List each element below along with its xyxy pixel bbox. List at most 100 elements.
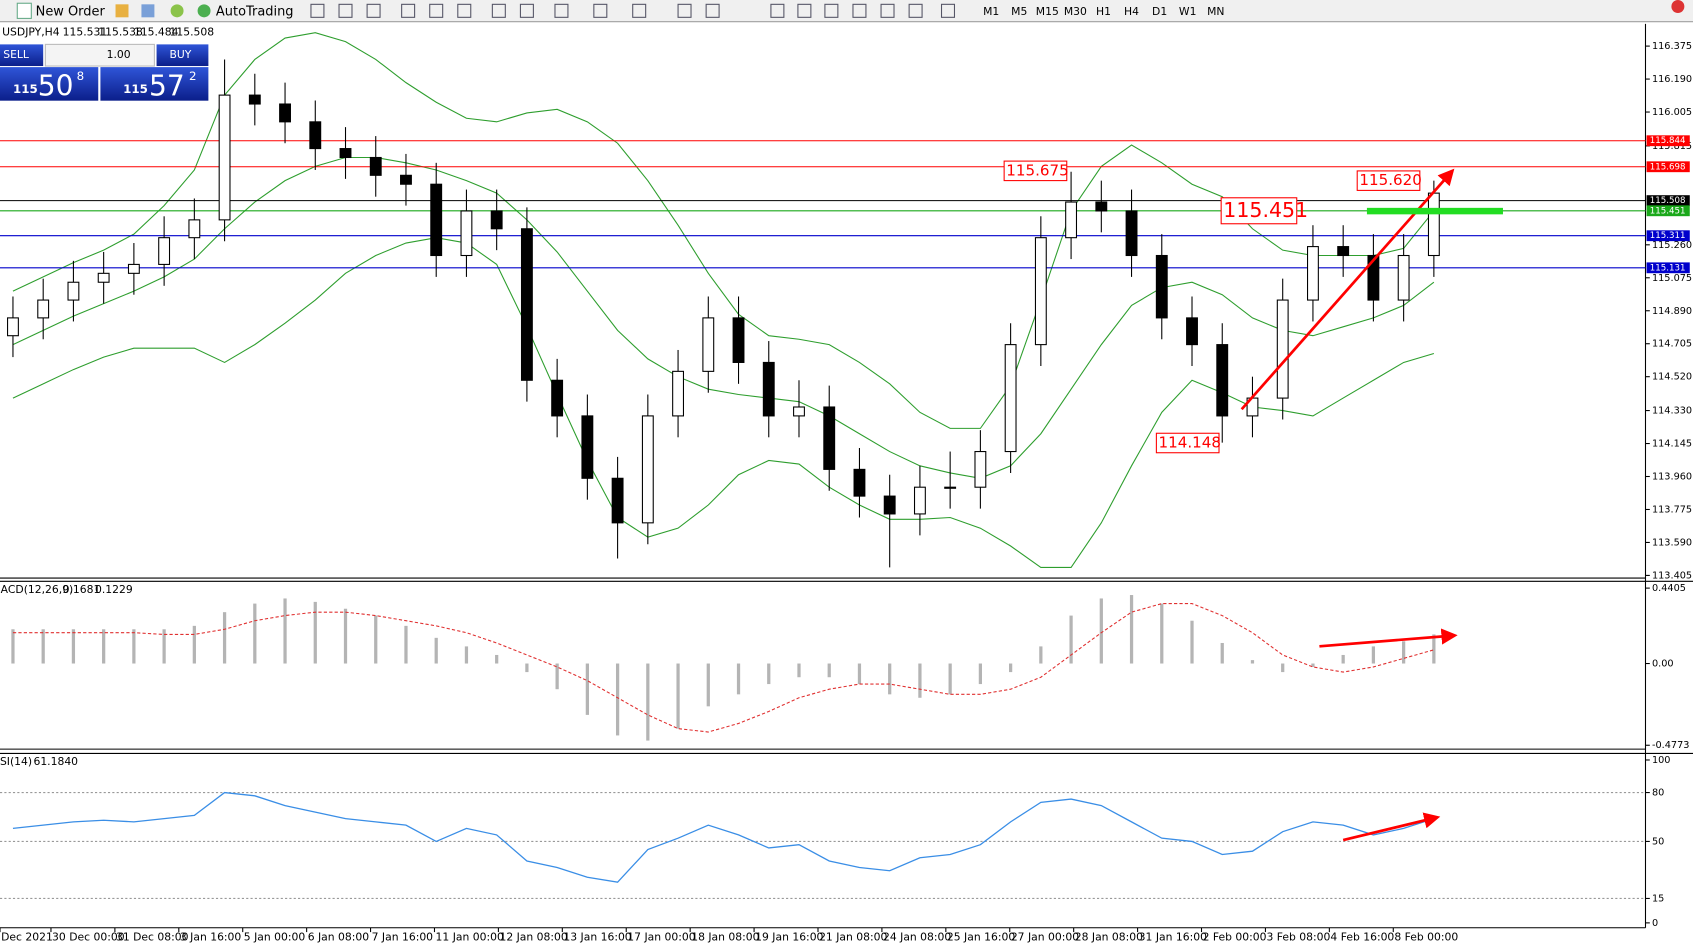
lot-value[interactable]: 1.00: [107, 48, 131, 61]
price-level-label: 115.844: [1650, 136, 1686, 146]
tool-icon[interactable]: [401, 3, 416, 18]
price-level-tag: [1646, 195, 1690, 207]
sell-price-frac: 8: [77, 69, 85, 83]
one-click-trading: SELL 1.00 BUY 115 50 8 115 57 2: [0, 43, 209, 102]
sell-price[interactable]: [0, 67, 99, 101]
tool-icon[interactable]: [338, 3, 353, 18]
annotation-label: 115.620: [1359, 171, 1421, 189]
toolbar: [0, 0, 1693, 22]
y-tick-label: 113.405: [1652, 570, 1692, 581]
macd-bar: [404, 625, 408, 664]
buy-price[interactable]: [100, 67, 209, 101]
toolbar-icon[interactable]: [170, 4, 184, 18]
timeframe-button[interactable]: M15: [1036, 5, 1059, 18]
axes: 116.375 116.190 116.005 115.815 115.260 115.0…: [0, 41, 1692, 944]
x-tick-label: 30 Dec 00:00: [52, 930, 125, 943]
new-order-icon[interactable]: [16, 2, 32, 19]
candle-body: [581, 415, 594, 479]
tool-icon[interactable]: [705, 3, 720, 18]
autotrading-button[interactable]: AutoTrading: [216, 4, 294, 19]
alert-badge: [1671, 0, 1685, 13]
buy-label[interactable]: BUY: [170, 48, 192, 61]
candle-body: [823, 406, 836, 470]
tool-icon[interactable]: [797, 3, 812, 18]
y-tick-label: 115.260: [1652, 240, 1692, 251]
tool-icon[interactable]: [491, 3, 506, 18]
x-tick-label: 3 Jan 16:00: [180, 930, 242, 943]
timeframe-button[interactable]: W1: [1179, 5, 1197, 18]
macd-bar: [464, 646, 469, 664]
tool-icon[interactable]: [770, 3, 785, 18]
autotrading-icon[interactable]: [197, 4, 211, 18]
candle-body: [944, 486, 957, 489]
macd-bar: [555, 663, 559, 690]
tool-icon[interactable]: [429, 3, 444, 18]
x-tick-label: 28 Jan 08:00: [1075, 930, 1143, 943]
candle-body: [218, 94, 231, 221]
candle-body: [430, 183, 443, 257]
x-tick-label: 27 Jan 00:00: [1011, 930, 1079, 943]
buy-button[interactable]: [156, 44, 209, 67]
annotation-label: 115.451: [1223, 198, 1308, 222]
toolbar-icon[interactable]: [115, 4, 129, 18]
x-tick-label: 8 Feb 00:00: [1394, 930, 1458, 943]
macd-bar: [918, 663, 922, 698]
sell-label[interactable]: SELL: [3, 48, 29, 61]
tool-icon[interactable]: [519, 3, 534, 18]
macd-bar: [253, 603, 257, 664]
tool-icon[interactable]: [632, 3, 647, 18]
candle-body: [339, 148, 352, 159]
candle-body: [853, 468, 866, 497]
macd-bar: [615, 663, 620, 736]
buy-price-frac: 2: [189, 69, 197, 83]
candle-body: [1397, 254, 1410, 301]
lot-input[interactable]: [44, 43, 155, 67]
timeframe-button[interactable]: H4: [1124, 5, 1139, 18]
header-price: 115.484: [134, 25, 179, 38]
tool-icon[interactable]: [940, 3, 956, 18]
tool-icon[interactable]: [677, 3, 692, 18]
tool-icon[interactable]: [366, 3, 381, 18]
timeframe-button[interactable]: H1: [1096, 5, 1111, 18]
tool-icon[interactable]: [852, 3, 867, 18]
tool-icon[interactable]: [908, 3, 923, 18]
macd-bar: [948, 663, 952, 695]
timeframe-button[interactable]: M30: [1064, 5, 1087, 18]
x-tick-label: 31 Jan 16:00: [1139, 930, 1207, 943]
macd-bar: [857, 663, 862, 685]
tool-icon[interactable]: [310, 3, 325, 18]
macd-bar: [162, 629, 166, 664]
indicator-readout: 0.1681: [63, 583, 101, 596]
timeframe-button[interactable]: MN: [1207, 5, 1224, 18]
bollinger-band: [12, 156, 1435, 479]
x-tick-label: 12 Jan 08:00: [499, 930, 567, 943]
x-tick-label: 19 Jan 16:00: [755, 930, 823, 943]
macd-bar: [1250, 660, 1255, 664]
candle-body: [369, 156, 382, 176]
tool-icon[interactable]: [824, 3, 839, 18]
macd-bar: [1311, 663, 1315, 667]
macd-bar: [1069, 615, 1073, 664]
new-order-button[interactable]: New Order: [36, 4, 106, 19]
toolbar-icon[interactable]: [141, 4, 155, 18]
timeframe-button[interactable]: M5: [1011, 5, 1027, 18]
y-tick-label: 100: [1652, 755, 1671, 766]
tool-icon[interactable]: [880, 3, 895, 18]
tool-icon[interactable]: [554, 3, 569, 18]
tool-icon[interactable]: [593, 3, 608, 18]
timeframe-button[interactable]: M1: [983, 5, 999, 18]
y-tick-label: -0.4773: [1652, 740, 1689, 751]
macd-bar: [827, 663, 831, 678]
y-tick-label: 114.145: [1652, 439, 1692, 450]
timeframe-button[interactable]: D1: [1152, 5, 1167, 18]
candle-body: [158, 237, 171, 265]
sell-button[interactable]: [0, 44, 44, 67]
tool-icon[interactable]: [457, 3, 472, 18]
candle-body: [1427, 192, 1440, 257]
candle-body: [1276, 299, 1289, 399]
x-tick-label: 13 Jan 16:00: [563, 930, 631, 943]
candle-body: [1125, 210, 1138, 257]
macd-bar: [525, 663, 529, 673]
indicator-name: RSI(14): [0, 755, 32, 768]
y-tick-label: 114.330: [1652, 406, 1692, 417]
